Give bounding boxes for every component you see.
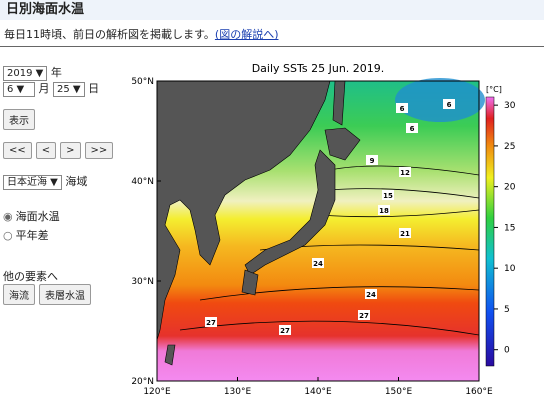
month-unit: 月 — [38, 82, 50, 95]
contour-label: 27 — [359, 312, 369, 320]
region-select[interactable]: 日本近海 ▼ — [3, 175, 62, 190]
colorbar-tick-label: 10 — [504, 264, 516, 274]
contour-label: 9 — [370, 157, 375, 165]
month: 6 — [7, 84, 14, 95]
contour-label: 6 — [410, 125, 415, 133]
nav-button[interactable]: < — [35, 142, 57, 159]
radio-label: 海面水温 — [15, 210, 60, 223]
nav-button[interactable]: > — [60, 142, 81, 159]
map-title: Daily SSTs 25 Jun. 2019. — [252, 62, 385, 75]
x-tick-label: 130°E — [224, 387, 252, 397]
contour-label-box — [396, 103, 408, 113]
y-tick-label: 40°N — [131, 177, 154, 187]
radio-row: ○ 平年差 — [3, 227, 60, 243]
y-tick-label: 50°N — [131, 77, 154, 87]
date-row: 2019 ▼ 年 — [3, 64, 62, 81]
notice-text: 毎日11時頃、前日の解析図を掲載します。 — [4, 28, 215, 41]
contour-label: 15 — [383, 192, 393, 200]
contour-label: 18 — [379, 207, 389, 215]
contour-label: 24 — [366, 291, 376, 299]
colorbar — [485, 96, 495, 367]
notice: 毎日11時頃、前日の解析図を掲載します。(図の解説へ) — [4, 26, 279, 42]
date-row: 6 ▼ 月 25 ▼ 日 — [3, 80, 99, 97]
other-button[interactable]: 海流 — [3, 284, 35, 305]
contour-label-box — [365, 289, 377, 299]
contour-label-box — [358, 310, 370, 320]
contour-label-box — [382, 190, 394, 200]
region-row: 日本近海 ▼ 海域 — [3, 173, 87, 190]
contour-label: 6 — [447, 101, 452, 109]
contour-label-box — [399, 228, 411, 238]
nav-buttons: << < > >> — [3, 142, 114, 159]
page-title: 日別海面水温 — [0, 0, 544, 20]
y-tick-label: 30°N — [131, 277, 154, 287]
contour-label-box — [406, 123, 418, 133]
radio[interactable]: ◉ — [3, 210, 13, 223]
contour-label-box — [378, 205, 390, 215]
region-unit: 海域 — [65, 175, 88, 188]
x-tick-label: 150°E — [385, 387, 413, 397]
colorbar-unit: [°C] — [486, 85, 502, 94]
other-label: 他の要素へ — [3, 270, 58, 283]
x-tick-label: 140°E — [304, 387, 332, 397]
contour-label: 21 — [400, 230, 410, 238]
contour-label-box — [279, 325, 291, 335]
contour-label: 24 — [313, 260, 323, 268]
x-tick-label: 120°E — [143, 387, 171, 397]
other-button[interactable]: 表層水温 — [39, 284, 91, 305]
contour-label-box — [399, 167, 411, 177]
contour-label-box — [312, 258, 324, 268]
contour-label-box — [205, 317, 217, 327]
contour-label: 12 — [400, 169, 410, 177]
contour-label-box — [443, 99, 455, 109]
show-button[interactable]: 表示 — [3, 109, 35, 130]
radio-group: ◉ 海面水温 ○ 平年差 — [3, 208, 60, 246]
year: 2019 — [7, 68, 33, 79]
nav-button[interactable]: >> — [84, 142, 114, 159]
colorbar-tick-label: 5 — [504, 305, 510, 315]
divider — [0, 46, 544, 47]
land — [156, 80, 361, 366]
cold-water — [395, 78, 485, 122]
contour-label: 6 — [400, 105, 405, 113]
colorbar-tick-label: 15 — [504, 223, 515, 233]
region: 日本近海 — [7, 177, 47, 188]
contour-label-box — [366, 155, 378, 165]
year-unit: 年 — [50, 66, 62, 79]
year-select[interactable]: 2019 ▼ — [3, 66, 48, 81]
y-tick-label: 20°N — [131, 377, 154, 387]
day: 25 — [57, 84, 70, 95]
sst-map: Daily SSTs 25 Jun. 2019. [°C] 120°E 130°E… — [131, 62, 516, 397]
colorbar-tick-label: 25 — [504, 142, 515, 152]
day-select[interactable]: 25 ▼ — [53, 82, 85, 97]
colorbar-tick-label: 0 — [504, 346, 510, 356]
x-tick-label: 160°E — [465, 387, 493, 397]
nav-button[interactable]: << — [3, 142, 32, 159]
day-unit: 日 — [88, 82, 100, 95]
contour-label: 27 — [206, 319, 216, 327]
colorbar-tick-label: 30 — [504, 101, 516, 111]
colorbar-tick-label: 20 — [504, 183, 516, 193]
other-buttons: 海流 表層水温 — [3, 284, 91, 305]
month-select[interactable]: 6 ▼ — [3, 82, 35, 97]
radio[interactable]: ○ — [3, 229, 13, 242]
radio-label: 平年差 — [15, 229, 49, 242]
radio-row: ◉ 海面水温 — [3, 208, 60, 224]
help-link[interactable]: (図の解説へ) — [214, 28, 279, 41]
contour-label: 27 — [280, 327, 290, 335]
